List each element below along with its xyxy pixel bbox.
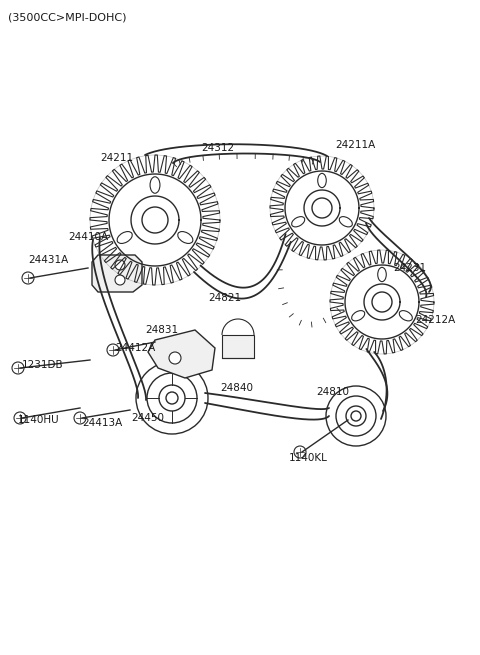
Circle shape <box>22 272 34 284</box>
Circle shape <box>12 362 24 374</box>
Text: 24810: 24810 <box>316 387 349 397</box>
Text: 24410A: 24410A <box>68 232 108 242</box>
Text: 24840: 24840 <box>220 383 253 393</box>
Circle shape <box>294 446 306 458</box>
Ellipse shape <box>339 217 352 227</box>
Text: 24413A: 24413A <box>82 418 122 428</box>
Ellipse shape <box>150 177 160 193</box>
Text: 24212A: 24212A <box>415 315 455 325</box>
Text: 1140HU: 1140HU <box>18 415 60 425</box>
Text: 1231DB: 1231DB <box>22 360 64 370</box>
Text: 24431A: 24431A <box>28 255 68 265</box>
Circle shape <box>351 411 361 421</box>
Text: 24312: 24312 <box>202 143 235 153</box>
Text: (3500CC>MPI-DOHC): (3500CC>MPI-DOHC) <box>8 13 127 23</box>
Circle shape <box>74 412 86 424</box>
Ellipse shape <box>318 174 326 187</box>
Text: 24831: 24831 <box>145 325 178 335</box>
Text: 1140KL: 1140KL <box>288 453 327 463</box>
Text: 24412A: 24412A <box>115 343 155 353</box>
Ellipse shape <box>117 232 132 244</box>
Ellipse shape <box>378 267 386 282</box>
Text: 24211: 24211 <box>100 153 133 163</box>
Text: 24450: 24450 <box>132 413 165 423</box>
Polygon shape <box>148 330 215 378</box>
Text: 24211A: 24211A <box>335 140 375 150</box>
Circle shape <box>142 207 168 233</box>
Ellipse shape <box>178 232 193 244</box>
Circle shape <box>312 198 332 218</box>
Circle shape <box>115 275 125 285</box>
Circle shape <box>166 392 178 404</box>
Polygon shape <box>92 255 142 292</box>
Circle shape <box>115 260 125 270</box>
Ellipse shape <box>399 310 412 321</box>
Text: 24821: 24821 <box>208 293 241 303</box>
Circle shape <box>14 412 26 424</box>
Circle shape <box>107 344 119 356</box>
Ellipse shape <box>292 217 305 227</box>
Circle shape <box>169 352 181 364</box>
Text: 24231: 24231 <box>393 263 426 273</box>
Ellipse shape <box>352 310 365 321</box>
Circle shape <box>372 292 392 312</box>
Polygon shape <box>222 335 254 358</box>
